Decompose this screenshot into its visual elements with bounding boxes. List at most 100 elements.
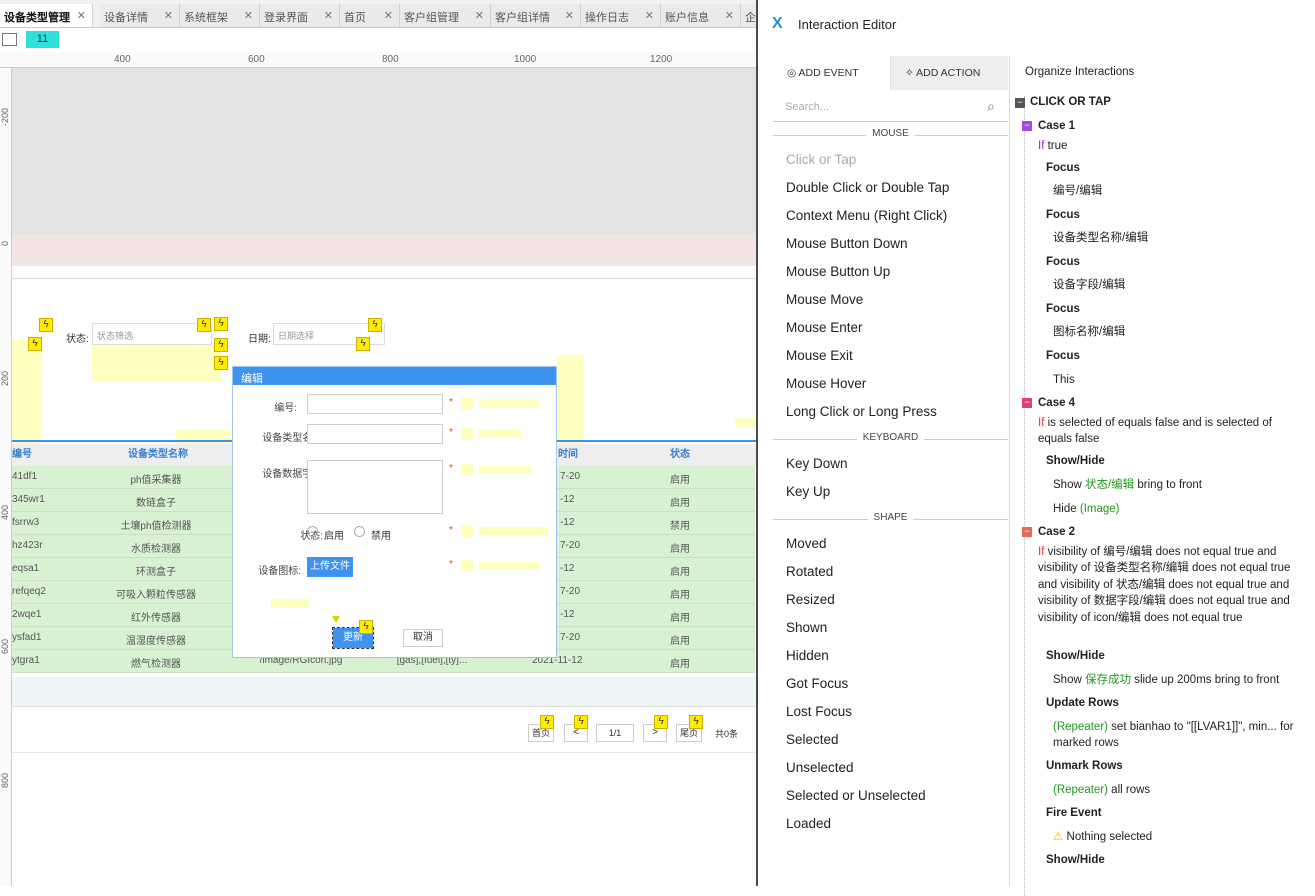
case-collapse-icon[interactable]: −	[1022, 527, 1032, 537]
action-show-hide[interactable]: Show/Hide	[1046, 854, 1105, 866]
close-icon[interactable]: ✕	[243, 10, 253, 22]
interaction-marker-icon[interactable]: ϟ	[214, 338, 228, 352]
tab-customer-group[interactable]: 客户组管理 ✕	[400, 4, 491, 27]
close-icon[interactable]: ✕	[323, 10, 333, 22]
tab-label: ADD ACTION	[916, 67, 981, 79]
radio-disable[interactable]	[354, 526, 365, 537]
selection-anchor-icon[interactable]	[332, 616, 340, 623]
tab-add-action[interactable]: ✧ ADD ACTION	[891, 56, 1008, 90]
event-resized[interactable]: Resized	[786, 592, 835, 607]
page-icon[interactable]	[2, 33, 17, 46]
action-focus[interactable]: Focus	[1046, 303, 1080, 315]
status-filter-select[interactable]: 状态筛选	[92, 323, 212, 345]
upload-button[interactable]: 上传文件	[307, 557, 353, 577]
event-long-click[interactable]: Long Click or Long Press	[786, 404, 937, 419]
status-filter-label: 状态:	[66, 334, 89, 345]
case2-title[interactable]: Case 2	[1038, 526, 1076, 538]
case1-title[interactable]: Case 1	[1038, 120, 1076, 132]
tab-customer-group-detail[interactable]: 客户组详情 ✕	[491, 4, 581, 27]
action-show-hide[interactable]: Show/Hide	[1046, 650, 1105, 662]
id-input[interactable]	[307, 394, 443, 414]
tab-overflow[interactable]: 企	[741, 4, 760, 27]
event-key-down[interactable]: Key Down	[786, 456, 848, 471]
action-focus[interactable]: Focus	[1046, 162, 1080, 174]
interaction-marker-icon[interactable]: ϟ	[356, 337, 370, 351]
hotspot-highlight	[461, 398, 473, 410]
interaction-marker-icon[interactable]: ϟ	[359, 620, 373, 634]
ruler-tick: -200	[0, 107, 10, 126]
event-search[interactable]: Search... ⌕	[773, 94, 1008, 122]
interaction-marker-icon[interactable]: ϟ	[368, 318, 382, 332]
event-double-click[interactable]: Double Click or Double Tap	[786, 180, 950, 195]
action-focus[interactable]: Focus	[1046, 256, 1080, 268]
event-selected-or-unselected[interactable]: Selected or Unselected	[786, 788, 926, 803]
fields-textarea[interactable]	[307, 460, 443, 514]
event-key-up[interactable]: Key Up	[786, 484, 831, 499]
cancel-button[interactable]: 取消	[403, 629, 443, 647]
event-mouse-enter[interactable]: Mouse Enter	[786, 320, 863, 335]
tab-device-detail[interactable]: 设备详情 ✕	[100, 4, 180, 27]
case2-condition: If visibility of 编号/编辑 does not equal tr…	[1038, 546, 1291, 624]
interaction-marker-icon[interactable]: ϟ	[214, 356, 228, 370]
event-mouse-down[interactable]: Mouse Button Down	[786, 236, 908, 251]
action-focus[interactable]: Focus	[1046, 350, 1080, 362]
action-unmark-rows[interactable]: Unmark Rows	[1046, 760, 1123, 772]
interaction-marker-icon[interactable]: ϟ	[28, 337, 42, 351]
tab-account[interactable]: 账户信息 ✕	[661, 4, 741, 27]
event-selected[interactable]: Selected	[786, 732, 839, 747]
interaction-marker-icon[interactable]: ϟ	[214, 317, 228, 331]
action-show-hide[interactable]: Show/Hide	[1046, 455, 1105, 467]
radio-enable[interactable]	[307, 526, 318, 537]
tab-label: 操作日志	[585, 12, 629, 24]
action-update-rows[interactable]: Update Rows	[1046, 697, 1119, 709]
interaction-marker-icon[interactable]: ϟ	[574, 715, 588, 729]
event-mouse-exit[interactable]: Mouse Exit	[786, 348, 853, 363]
action-focus[interactable]: Focus	[1046, 209, 1080, 221]
case4-title[interactable]: Case 4	[1038, 397, 1076, 409]
close-icon[interactable]: ✕	[564, 10, 574, 22]
tab-operation-log[interactable]: 操作日志 ✕	[581, 4, 661, 27]
event-moved[interactable]: Moved	[786, 536, 827, 551]
tab-device-type[interactable]: 设备类型管理 ✕	[0, 4, 93, 27]
name-input[interactable]	[307, 424, 443, 444]
interaction-marker-icon[interactable]: ϟ	[689, 715, 703, 729]
interaction-marker-icon[interactable]: ϟ	[39, 318, 53, 332]
tab-framework[interactable]: 系统框架 ✕	[180, 4, 260, 27]
close-icon[interactable]: ✕	[644, 10, 654, 22]
hotspot-highlight	[461, 525, 473, 537]
interaction-marker-icon[interactable]: ϟ	[654, 715, 668, 729]
event-lost-focus[interactable]: Lost Focus	[786, 704, 853, 719]
table-row[interactable]: ytgra1 燃气检测器/image/RGIcon.jpg [gas],[fuel]…	[12, 650, 755, 673]
tab-login[interactable]: 登录界面 ✕	[260, 4, 340, 27]
event-loaded[interactable]: Loaded	[786, 816, 832, 831]
pager-page-input[interactable]: 1/1	[596, 724, 634, 742]
event-hidden[interactable]: Hidden	[786, 648, 829, 663]
event-header[interactable]: CLICK OR TAP	[1030, 96, 1111, 108]
event-click-or-tap[interactable]: Click or Tap	[786, 152, 857, 167]
tab-home[interactable]: 首页 ✕	[340, 4, 400, 27]
page-badge[interactable]: 11	[26, 31, 59, 48]
close-icon[interactable]: ✕	[383, 10, 393, 22]
close-icon[interactable]: ✕	[76, 10, 86, 22]
close-icon[interactable]: ✕	[724, 10, 734, 22]
case-collapse-icon[interactable]: −	[1022, 121, 1032, 131]
case-collapse-icon[interactable]: −	[1022, 398, 1032, 408]
close-icon[interactable]: ✕	[163, 10, 173, 22]
cell-id: ytgra1	[12, 655, 40, 666]
event-unselected[interactable]: Unselected	[786, 760, 854, 775]
event-rotated[interactable]: Rotated	[786, 564, 834, 579]
close-icon[interactable]: ✕	[474, 10, 484, 22]
event-shown[interactable]: Shown	[786, 620, 828, 635]
event-mouse-hover[interactable]: Mouse Hover	[786, 376, 867, 391]
interaction-marker-icon[interactable]: ϟ	[540, 715, 554, 729]
interaction-marker-icon[interactable]: ϟ	[197, 318, 211, 332]
event-got-focus[interactable]: Got Focus	[786, 676, 849, 691]
search-icon[interactable]: ⌕	[987, 98, 995, 114]
action-fire-event[interactable]: Fire Event	[1046, 807, 1102, 819]
collapse-icon[interactable]: −	[1015, 98, 1025, 108]
name-label: 设备类型名称:	[262, 433, 325, 444]
tab-add-event[interactable]: ◎ ADD EVENT	[773, 56, 891, 90]
event-mouse-move[interactable]: Mouse Move	[786, 292, 864, 307]
event-mouse-up[interactable]: Mouse Button Up	[786, 264, 891, 279]
event-context-menu[interactable]: Context Menu (Right Click)	[786, 208, 948, 223]
